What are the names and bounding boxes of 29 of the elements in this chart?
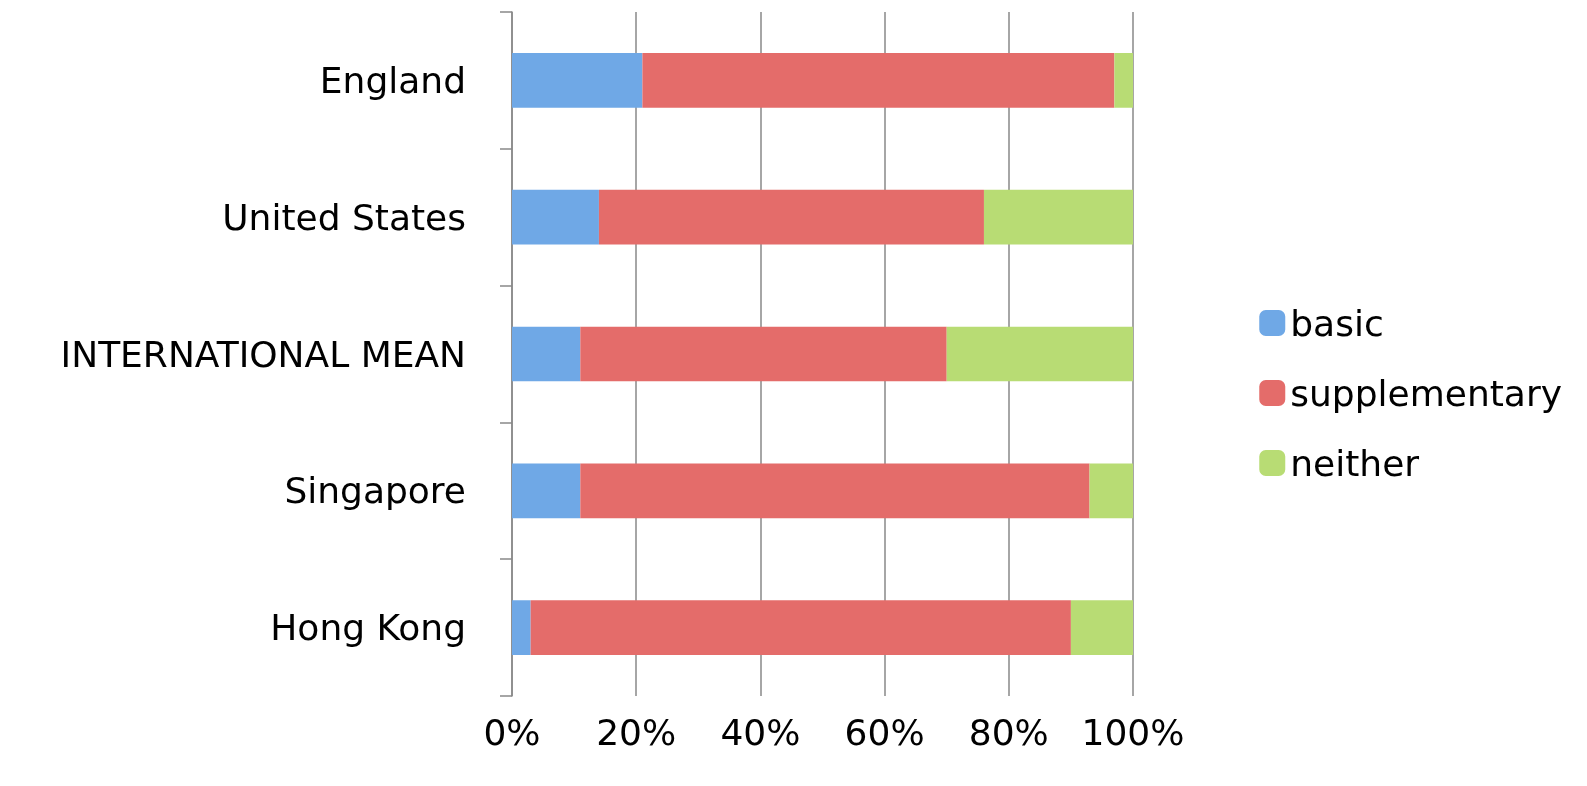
x-tick-label: 80% [968,711,1049,753]
y-tick-label: Singapore [284,470,466,512]
y-tick-label: England [319,59,466,101]
bar [642,53,1115,108]
bar [1089,463,1133,519]
legend-label: neither [1290,442,1420,484]
x-tick-label: 0% [483,711,541,753]
bar [512,53,643,108]
y-tick-label: INTERNATIONAL MEAN [60,333,466,375]
bar [598,189,984,245]
bar [530,600,1071,655]
x-tick-label: 40% [720,711,801,753]
x-tick-label: 100% [1081,711,1185,753]
y-tick-label: United States [222,196,466,238]
legend-label: supplementary [1290,372,1563,414]
bar [580,326,947,382]
bar [512,600,531,655]
bar [983,189,1133,245]
bar [512,326,581,382]
bar [512,189,599,245]
bar [580,463,1090,519]
bar [946,326,1133,382]
bar [1070,600,1133,655]
legend-label: basic [1290,302,1384,344]
x-tick-label: 60% [844,711,925,753]
bar [1114,53,1133,108]
x-tick-label: 20% [596,711,677,753]
bar [512,463,581,519]
y-tick-label: Hong Kong [270,607,466,649]
